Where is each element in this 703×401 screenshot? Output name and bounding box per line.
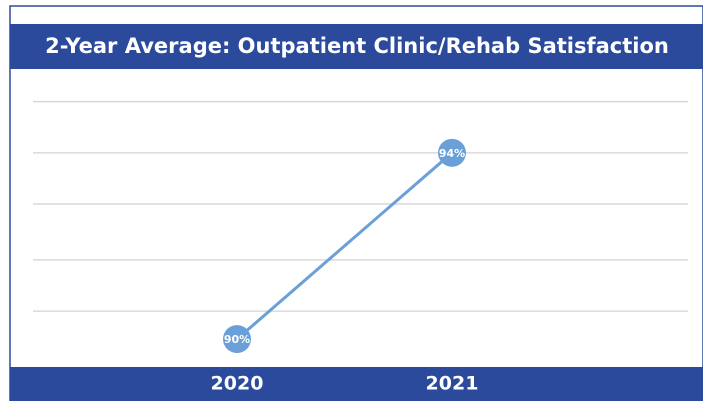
chart-title: 2-Year Average: Outpatient Clinic/Rehab … xyxy=(45,34,669,58)
point xyxy=(438,138,466,167)
x-tick-label: 2021 xyxy=(426,373,479,395)
point xyxy=(223,325,251,354)
data-label: 90% xyxy=(224,333,250,346)
x-tick-label: 2020 xyxy=(211,373,264,395)
data-label: 94% xyxy=(439,147,465,160)
title-bar xyxy=(10,24,703,69)
line xyxy=(236,151,453,341)
x-axis-bar xyxy=(10,367,703,401)
